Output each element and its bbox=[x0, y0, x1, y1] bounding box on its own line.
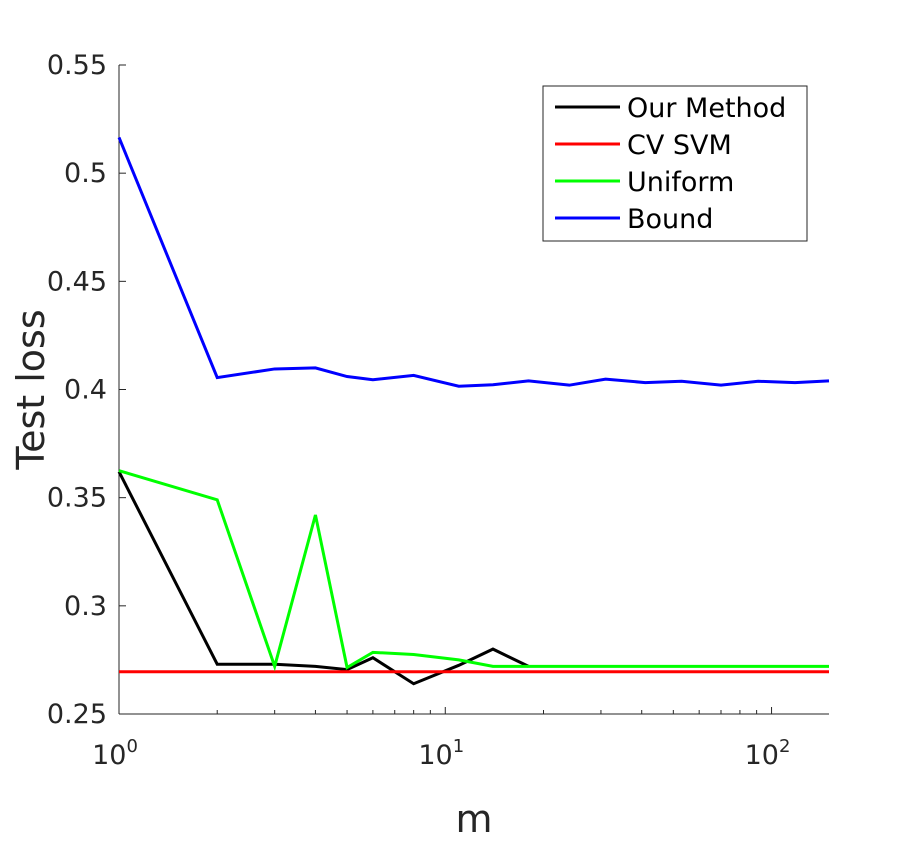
x-tick-exponent: 2 bbox=[779, 736, 790, 757]
series-line-bound bbox=[117, 136, 830, 388]
legend-label: Bound bbox=[627, 204, 713, 235]
y-tick-label: 0.55 bbox=[47, 50, 107, 81]
legend-box bbox=[542, 85, 808, 242]
y-tick-label: 0.3 bbox=[64, 591, 107, 622]
x-tick-exponent: 0 bbox=[126, 736, 137, 757]
y-tick-label: 0.35 bbox=[47, 483, 107, 514]
plot-axes bbox=[118, 64, 829, 715]
series-line-our-method bbox=[117, 471, 530, 686]
y-tick-label: 0.45 bbox=[47, 266, 107, 297]
y-axis-label: Test loss bbox=[9, 309, 53, 470]
legend: Our Method CV SVM Uniform Bound bbox=[542, 85, 808, 242]
legend-label: CV SVM bbox=[627, 130, 732, 161]
y-tick-label: 0.5 bbox=[64, 158, 107, 189]
y-tick-label: 0.4 bbox=[64, 375, 107, 406]
x-axis-label: m bbox=[455, 797, 492, 841]
x-tick-exponent: 1 bbox=[453, 736, 464, 757]
x-tick-label: 101 bbox=[418, 736, 464, 771]
x-tick-label: 100 bbox=[92, 736, 138, 771]
legend-label: Our Method bbox=[627, 93, 786, 124]
y-tick-label: 0.25 bbox=[47, 699, 107, 730]
legend-label: Uniform bbox=[627, 167, 734, 198]
series-line-uniform bbox=[118, 469, 829, 672]
x-tick-label: 102 bbox=[745, 736, 791, 771]
series-lines bbox=[117, 136, 830, 686]
